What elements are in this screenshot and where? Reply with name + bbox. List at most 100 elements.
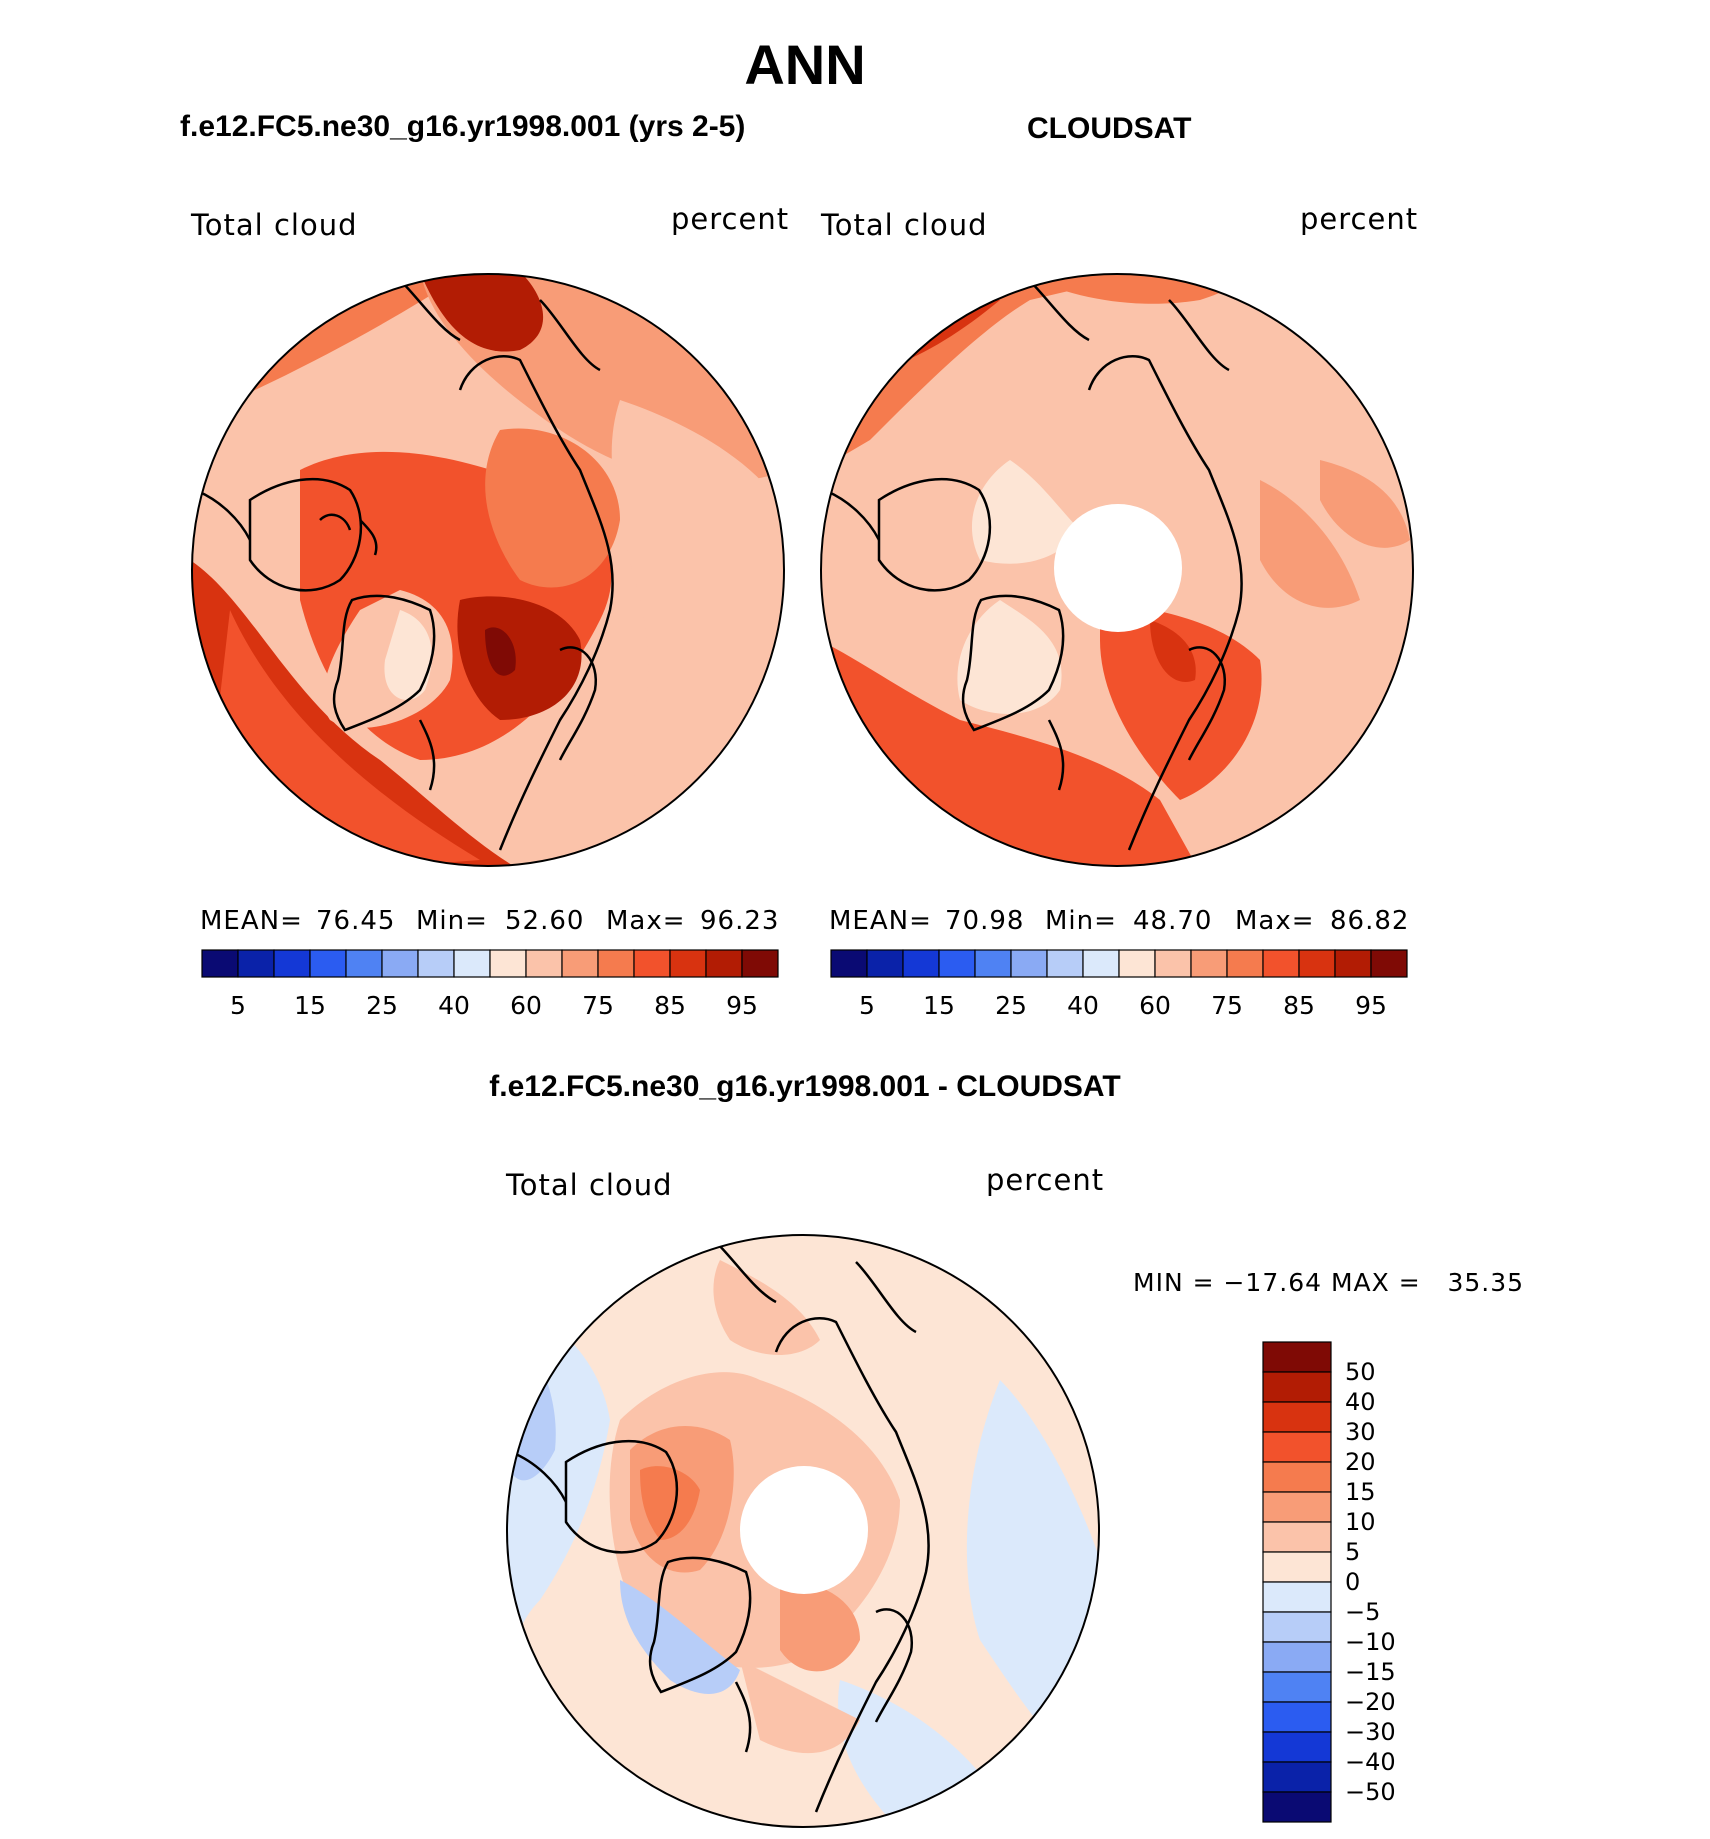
colorbar-tick-label: 75 <box>582 991 614 1020</box>
colorbar-tick-label: 15 <box>294 991 326 1020</box>
colorbar-swatch <box>1262 1431 1332 1463</box>
colorbar-swatch <box>1262 1611 1332 1643</box>
colorbar-tick-label: −40 <box>1345 1748 1396 1776</box>
colorbar-swatch <box>1298 949 1336 978</box>
colorbar-swatch <box>1262 1551 1332 1583</box>
colorbar-swatch <box>1334 949 1372 978</box>
colorbar-swatch <box>669 949 707 978</box>
colorbar-swatch <box>273 949 311 978</box>
colorbar-swatch <box>1190 949 1228 978</box>
panel2-min-value: 48.70 <box>1133 906 1213 936</box>
colorbar-swatch <box>1262 1641 1332 1673</box>
colorbar-swatch <box>237 949 275 978</box>
colorbar-tick-label: 60 <box>510 991 542 1020</box>
panel1-variable-label: Total cloud <box>191 208 358 242</box>
panel2-mean-label: MEAN= <box>829 906 932 936</box>
colorbar-swatch <box>381 949 419 978</box>
colorbar-tick-label: 40 <box>438 991 470 1020</box>
colorbar-swatch <box>1010 949 1048 978</box>
panel2-header: CLOUDSAT <box>1027 112 1192 145</box>
colorbar-tick-label: 25 <box>995 991 1027 1020</box>
panel2-mean-value: 70.98 <box>945 906 1025 936</box>
colorbar-tick-label: 40 <box>1345 1388 1376 1416</box>
panel2-colorbar: 5 15 25 40 60 75 85 95 <box>830 949 1408 1020</box>
colorbar-swatch <box>741 949 779 978</box>
colorbar-tick-label: −20 <box>1345 1688 1396 1716</box>
colorbar-tick-label: 95 <box>726 991 758 1020</box>
panel2-max-label: Max= <box>1235 906 1315 936</box>
colorbar-swatch <box>1262 1491 1332 1523</box>
diff-header: f.e12.FC5.ne30_g16.yr1998.001 - CLOUDSAT <box>489 1070 1121 1103</box>
colorbar-swatch <box>1082 949 1120 978</box>
colorbar-swatch <box>1262 1521 1332 1553</box>
colorbar-swatch <box>938 949 976 978</box>
page-title: ANN <box>744 33 866 96</box>
colorbar-swatch <box>1262 1671 1332 1703</box>
colorbar-tick-label: 20 <box>1345 1448 1376 1476</box>
panel2-units-label: percent <box>1300 202 1419 236</box>
colorbar-tick-label: 40 <box>1067 991 1099 1020</box>
colorbar-swatch <box>1262 1731 1332 1763</box>
colorbar-swatch <box>201 949 239 978</box>
colorbar-swatch <box>1262 1401 1332 1433</box>
colorbar-swatch <box>561 949 599 978</box>
colorbar-tick-label: 60 <box>1139 991 1171 1020</box>
diff-units-label: percent <box>986 1163 1105 1197</box>
colorbar-tick-label: 5 <box>1345 1538 1360 1566</box>
colorbar-swatch <box>345 949 383 978</box>
colorbar-swatch <box>1262 1791 1332 1823</box>
colorbar-swatch <box>830 949 868 978</box>
panel2-max-value: 86.82 <box>1330 906 1410 936</box>
colorbar-tick-label: 85 <box>1283 991 1315 1020</box>
colorbar-swatch <box>633 949 671 978</box>
colorbar-swatch <box>705 949 743 978</box>
panel2-variable-label: Total cloud <box>821 208 988 242</box>
panel1-header: f.e12.FC5.ne30_g16.yr1998.001 (yrs 2-5) <box>180 110 746 143</box>
colorbar-swatch <box>597 949 635 978</box>
colorbar-swatch <box>1262 1461 1332 1493</box>
colorbar-swatch <box>1262 1761 1332 1793</box>
colorbar-tick-label: 5 <box>230 991 246 1020</box>
diff-map <box>506 1234 1100 1828</box>
colorbar-tick-label: 0 <box>1345 1568 1360 1596</box>
colorbar-tick-label: 10 <box>1345 1508 1376 1536</box>
colorbar-swatch <box>974 949 1012 978</box>
colorbar-tick-label: 30 <box>1345 1418 1376 1446</box>
colorbar-tick-label: −5 <box>1345 1598 1380 1626</box>
panel1-mean-label: MEAN= <box>200 906 303 936</box>
colorbar-swatch <box>1046 949 1084 978</box>
colorbar-tick-label: −30 <box>1345 1718 1396 1746</box>
colorbar-tick-label: −50 <box>1345 1778 1396 1806</box>
colorbar-tick-label: −15 <box>1345 1658 1396 1686</box>
colorbar-swatch <box>1262 1581 1332 1613</box>
panel1-colorbar: 5 15 25 40 60 75 85 95 <box>201 949 779 1020</box>
colorbar-swatch <box>489 949 527 978</box>
colorbar-tick-label: 15 <box>923 991 955 1020</box>
panel2-min-label: Min= <box>1045 906 1117 936</box>
colorbar-swatch <box>1262 1341 1332 1373</box>
colorbar-swatch <box>1154 949 1192 978</box>
panel1-map <box>191 273 785 867</box>
panel1-units-label: percent <box>671 202 790 236</box>
colorbar-tick-label: 5 <box>859 991 875 1020</box>
diff-variable-label: Total cloud <box>506 1168 673 1202</box>
panel1-min-value: 52.60 <box>505 906 585 936</box>
colorbar-swatch <box>1226 949 1264 978</box>
colorbar-swatch <box>1262 1701 1332 1733</box>
panel1-max-value: 96.23 <box>700 906 780 936</box>
colorbar-swatch <box>902 949 940 978</box>
colorbar-swatch <box>309 949 347 978</box>
diff-minmax-label: MIN = −17.64 MAX = 35.35 <box>1133 1268 1525 1297</box>
colorbar-swatch <box>417 949 455 978</box>
colorbar-tick-label: 15 <box>1345 1478 1376 1506</box>
panel1-min-label: Min= <box>416 906 488 936</box>
colorbar-swatch <box>866 949 904 978</box>
colorbar-tick-label: 50 <box>1345 1358 1376 1386</box>
colorbar-tick-label: 85 <box>654 991 686 1020</box>
colorbar-tick-label: −10 <box>1345 1628 1396 1656</box>
colorbar-swatch <box>453 949 491 978</box>
panel2-map <box>820 273 1414 867</box>
